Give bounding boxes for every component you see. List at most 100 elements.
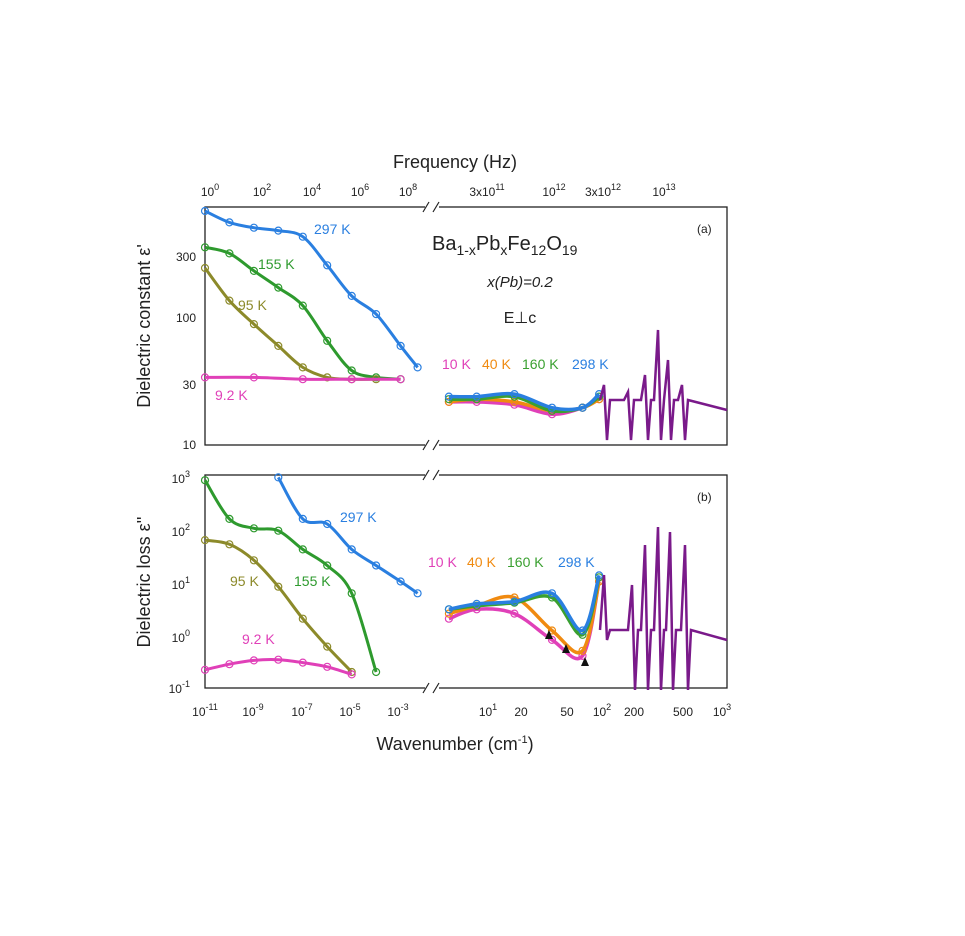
data-point [444, 605, 453, 614]
temp-label-b: 9.2 K [242, 631, 275, 647]
data-point [347, 366, 356, 375]
data-point [444, 392, 453, 401]
panel-a-ytick: 300 [176, 250, 196, 264]
data-point [200, 476, 210, 485]
temp-label-b: 40 K [467, 554, 496, 570]
bottom-tick: 10-5 [339, 702, 360, 719]
panel-b-ylabel: Dielectric loss ε'' [134, 517, 154, 648]
top-tick: 1013 [652, 182, 675, 199]
data-point [510, 597, 519, 606]
panel-a-ytick: 100 [176, 311, 196, 325]
data-point [200, 665, 210, 674]
panel-a-label: (a) [697, 222, 712, 236]
data-point [249, 266, 258, 275]
temp-label-a: 10 K [442, 356, 471, 372]
data-point [372, 667, 381, 677]
data-point [323, 561, 332, 570]
data-point [200, 243, 210, 252]
top-tick: 104 [303, 182, 321, 199]
data-point [547, 635, 557, 645]
data-point [472, 392, 481, 401]
series-line-a-155K [204, 245, 401, 381]
data-point [594, 571, 604, 580]
temp-label-a: 160 K [522, 356, 559, 372]
temp-label-b: 95 K [230, 573, 259, 589]
temp-label-a: 155 K [258, 256, 295, 272]
data-point [547, 626, 557, 635]
compound-formula: Ba1-xPbxFe12O19 [432, 233, 578, 258]
panel-b-label: (b) [697, 490, 712, 504]
data-point [225, 514, 234, 524]
triangle-marker [562, 644, 570, 653]
data-point [249, 320, 258, 329]
triangle-marker [581, 657, 589, 666]
data-point [225, 249, 234, 258]
data-point [298, 614, 307, 623]
panel-b-ytick: 103 [172, 469, 190, 486]
data-point [249, 373, 258, 382]
top-tick: 1012 [542, 182, 565, 199]
data-point [200, 263, 210, 273]
data-point [547, 403, 557, 412]
temp-label-a: 297 K [314, 221, 351, 237]
data-point [510, 397, 519, 406]
data-point [274, 226, 283, 235]
data-point [200, 535, 210, 545]
data-point [413, 363, 422, 372]
top-tick: 106 [351, 182, 369, 199]
composition-label: x(Pb)=0.2 [486, 274, 553, 291]
temp-label-b: 155 K [294, 573, 331, 589]
series-line-b-298K [448, 574, 601, 633]
data-point [200, 373, 210, 382]
data-point [347, 670, 356, 679]
series-line-b-95K [204, 538, 353, 674]
triangle-marker [545, 630, 553, 639]
data-point [578, 626, 587, 635]
data-point [444, 609, 453, 618]
panel-b-ytick: 102 [172, 522, 190, 539]
series-line-a-298K [448, 391, 601, 412]
data-point [472, 599, 481, 609]
data-point [274, 341, 283, 350]
data-point [249, 524, 258, 533]
series-line-a-92K [204, 375, 401, 381]
data-point [225, 540, 234, 549]
data-point [323, 261, 332, 270]
data-point [298, 363, 307, 372]
top-tick: 3x1011 [469, 182, 504, 199]
data-point [274, 655, 283, 664]
data-point [323, 519, 332, 529]
axis-break-gap [425, 200, 439, 700]
data-point [547, 589, 557, 598]
temp-label-b: 298 K [558, 554, 595, 570]
data-point [298, 232, 307, 241]
data-point [372, 310, 381, 319]
series-line-a-95K [203, 267, 377, 381]
panel-b-frame [204, 474, 728, 689]
series-line-b-297K [276, 476, 419, 595]
series-line-b-92K [204, 658, 353, 676]
data-point [225, 660, 234, 669]
top-tick: 100 [201, 182, 219, 199]
series-line-a-297K [204, 209, 419, 369]
axis-break-marks [422, 201, 440, 694]
data-point [200, 206, 210, 216]
top-tick: 108 [399, 182, 417, 199]
panel-b-ytick: 100 [172, 628, 190, 645]
data-point [347, 375, 356, 384]
bottom-tick: 102 [593, 702, 611, 719]
data-point [396, 341, 405, 350]
bottom-axis-label: Wavenumber (cm-1) [376, 734, 533, 754]
temp-label-a: 95 K [238, 297, 267, 313]
bottom-tick: 103 [713, 702, 731, 719]
temp-label-a: 9.2 K [215, 387, 248, 403]
bottom-tick: 10-3 [387, 702, 408, 719]
top-axis-label: Frequency (Hz) [393, 152, 517, 172]
temp-label-b: 10 K [428, 554, 457, 570]
data-point [298, 375, 307, 384]
phonon-line-a [598, 329, 728, 441]
data-point [323, 662, 332, 671]
temp-label-b: 297 K [340, 509, 377, 525]
temp-label-a: 40 K [482, 356, 511, 372]
